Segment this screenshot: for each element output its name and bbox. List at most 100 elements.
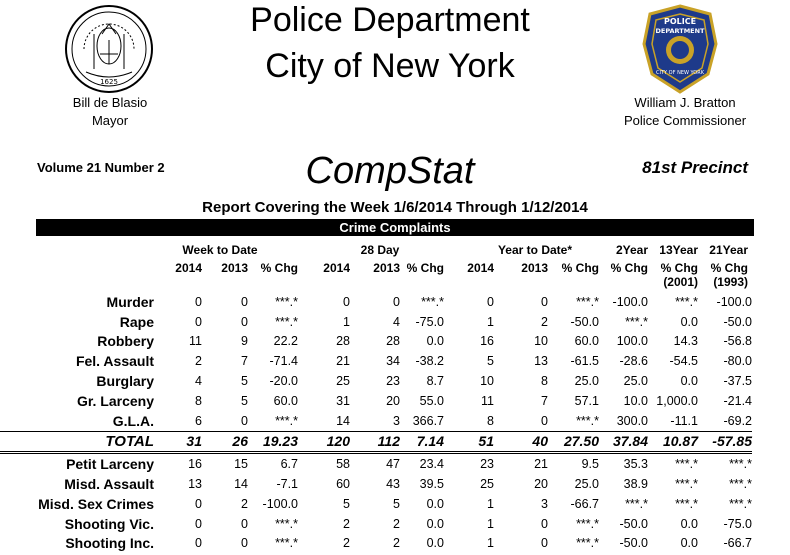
- commissioner-title: Police Commissioner: [623, 113, 747, 128]
- cell-value: 6.7: [280, 457, 298, 472]
- cell-value: -50.0: [723, 314, 753, 329]
- cell-value: -100.0: [612, 294, 648, 309]
- cell-value: -57.85: [698, 430, 752, 455]
- cell-value: 4: [393, 314, 400, 329]
- table-row: Murder 0 0 ***.* 0 0 ***.* 0 0 ***.* -100.0 ***.* -1…: [0, 292, 752, 312]
- cell-value: 16: [188, 457, 202, 472]
- badge-text-mid: DEPARTMENT: [656, 27, 706, 35]
- cell-value: 3: [541, 496, 548, 511]
- cell-value: 8: [541, 374, 548, 389]
- cell-value: 5: [393, 496, 400, 511]
- row-label: Murder: [106, 293, 154, 310]
- hdr-wtd-2013: 2013: [221, 261, 248, 275]
- cell-value: 0: [195, 536, 202, 551]
- cell-value: 1: [343, 314, 350, 329]
- mayor-name: Bill de Blasio: [72, 95, 148, 110]
- cell-value: 300.0: [616, 413, 648, 428]
- cell-value: 60.0: [273, 393, 298, 408]
- cell-value: 10.0: [623, 393, 648, 408]
- cell-value: 20: [534, 477, 548, 492]
- cell-value: 5: [241, 374, 248, 389]
- compstat-title: CompStat: [305, 150, 475, 192]
- table-total-row: TOTAL 31 26 19.23 120 112 7.14 51 40 27.50 37.84 10…: [0, 430, 752, 455]
- cell-value: -50.0: [570, 314, 600, 329]
- cell-value: 120: [298, 430, 350, 455]
- cell-value: 21: [534, 457, 548, 472]
- cell-value: 28: [386, 334, 400, 349]
- cell-value: 9: [241, 334, 248, 349]
- hdr-21year: 21Year: [709, 243, 748, 257]
- hdr-2year-pct: % Chg: [610, 261, 648, 275]
- cell-value: 25: [336, 374, 350, 389]
- cell-value: 0.0: [680, 374, 698, 389]
- cell-value: 1,000.0: [656, 393, 698, 408]
- table-row: Robbery 11 9 22.2 28 28 0.0 16 10 60.0 100.0 14.3 -5…: [0, 332, 752, 352]
- cell-value: 40: [494, 430, 548, 455]
- cell-value: -37.5: [723, 374, 753, 389]
- cell-value: 23: [386, 374, 400, 389]
- cell-value: 37.84: [599, 430, 648, 455]
- cell-value: ***.*: [275, 314, 298, 329]
- cell-value: 19.23: [248, 430, 298, 455]
- cell-value: -100.0: [262, 496, 298, 511]
- table-row: Misd. Sex Crimes 0 2 -100.0 5 5 0.0 1 3 -66.7 ***.…: [0, 494, 752, 514]
- commissioner-name: William J. Bratton: [634, 95, 736, 110]
- cell-value: 0: [241, 536, 248, 551]
- cell-value: -21.4: [723, 393, 753, 408]
- cell-value: -50.0: [619, 536, 649, 551]
- cell-value: ***.*: [625, 314, 648, 329]
- cell-value: 5: [487, 354, 494, 369]
- cell-value: 13: [188, 477, 202, 492]
- cell-value: ***.*: [275, 536, 298, 551]
- cell-value: 6: [195, 413, 202, 428]
- cell-value: 3: [393, 413, 400, 428]
- cell-value: ***.*: [576, 516, 599, 531]
- hdr-2year: 2Year: [615, 243, 648, 257]
- cell-value: 14: [336, 413, 350, 428]
- row-label: Misd. Assault: [64, 476, 154, 493]
- table-row: Petit Larceny 16 15 6.7 58 47 23.4 23 21 9.5 35.3 *…: [0, 453, 752, 474]
- cell-value: 60: [336, 477, 350, 492]
- cell-value: 35.3: [623, 457, 648, 472]
- hdr-28d-2013: 2013: [373, 261, 400, 275]
- cell-value: 2: [393, 516, 400, 531]
- hdr-week-to-date: Week to Date: [182, 243, 258, 257]
- cell-value: 10.87: [648, 430, 698, 455]
- cell-value: 0.0: [426, 334, 444, 349]
- cell-value: 0: [241, 294, 248, 309]
- hdr-wtd-2014: 2014: [175, 261, 202, 275]
- precinct-name: 81st Precinct: [642, 158, 748, 177]
- cell-value: 1: [487, 536, 494, 551]
- row-label: Robbery: [97, 333, 154, 350]
- cell-value: 51: [444, 430, 494, 455]
- cell-value: ***.*: [729, 457, 752, 472]
- cell-value: 0: [241, 413, 248, 428]
- hdr-28d-pct: % Chg: [406, 261, 444, 275]
- cell-value: 38.9: [623, 477, 648, 492]
- cell-value: 60.0: [574, 334, 599, 349]
- cell-value: ***.*: [275, 294, 298, 309]
- cell-value: 25: [480, 477, 494, 492]
- cell-value: -80.0: [723, 354, 753, 369]
- cell-value: -11.1: [670, 413, 698, 428]
- cell-value: ***.*: [729, 477, 752, 492]
- cell-value: ***.*: [576, 413, 599, 428]
- cell-value: 2: [343, 516, 350, 531]
- hdr-13year-pct: % Chg: [660, 261, 698, 275]
- cell-value: -50.0: [619, 516, 649, 531]
- cell-value: 26: [202, 430, 248, 455]
- cell-value: 0.0: [426, 536, 444, 551]
- cell-value: -54.5: [669, 354, 699, 369]
- crime-table: Murder 0 0 ***.* 0 0 ***.* 0 0 ***.* -100.0 ***.* -1…: [0, 292, 752, 553]
- cell-value: 0.0: [426, 496, 444, 511]
- row-label: Gr. Larceny: [76, 392, 154, 409]
- cell-value: 1: [487, 496, 494, 511]
- cell-value: 9.5: [581, 457, 599, 472]
- cell-value: 5: [241, 393, 248, 408]
- cell-value: -7.1: [276, 477, 298, 492]
- cell-value: 0.0: [680, 536, 698, 551]
- hdr-ytd-pct: % Chg: [561, 261, 599, 275]
- badge-text-bottom: CITY OF NEW YORK: [656, 70, 705, 76]
- cell-value: 25.0: [574, 374, 599, 389]
- table-row: Fel. Assault 2 7 -71.4 21 34 -38.2 5 13 -61.5 -28.…: [0, 351, 752, 371]
